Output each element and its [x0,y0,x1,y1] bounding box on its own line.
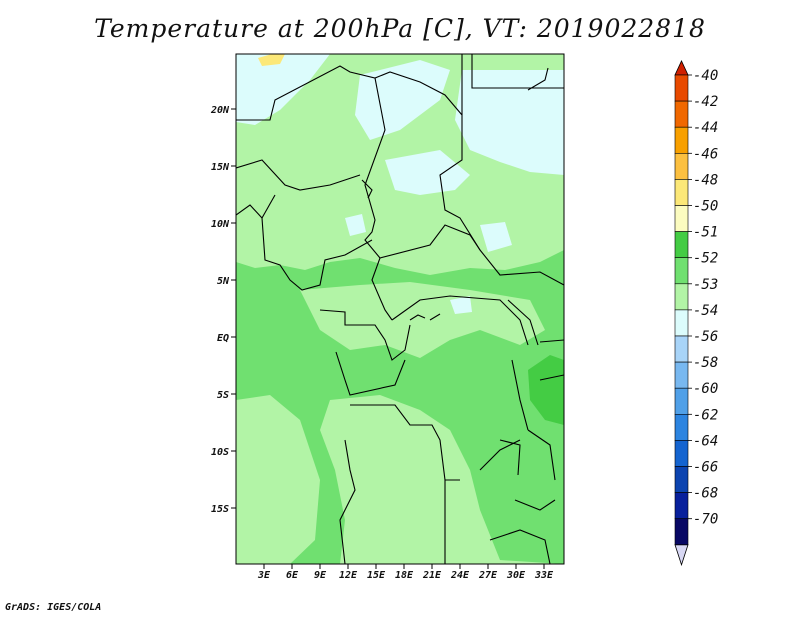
lat-ticks [231,108,236,509]
field-band-56-spot-c [480,222,512,252]
lon-label: 21E [422,570,442,581]
colorbar-label: -50 [693,199,718,215]
colorbar-swatch [674,179,689,206]
map-frame [235,53,565,565]
colorbar-label: -64 [693,433,718,449]
colorbar-swatch [674,153,689,180]
colorbar-label: -62 [693,407,718,423]
lat-label: 5N [217,276,230,287]
colorbar-swatch [674,518,689,546]
lon-label: 27E [478,570,498,581]
colorbar-label: -44 [693,120,718,136]
field-band-56-spot-a [345,214,366,236]
lon-label: 3E [257,570,271,581]
colorbar-bottom-arrow [674,544,689,567]
colorbar-swatch [674,492,689,520]
colorbar-swatch [674,440,689,467]
lon-label: 24E [450,570,470,581]
colorbar-swatch [674,413,689,441]
field-band-56-north-strip [355,60,450,140]
field-band-54-central [300,282,545,358]
field-band-56-nw [236,54,330,125]
field-band-56-sahel [385,150,470,195]
chart-title: Temperature at 200hPa [C], VT: 201902281… [94,14,706,43]
lon-ticks [263,564,545,569]
colorbar-swatch [674,74,689,102]
colorbar-label: -52 [693,251,718,267]
colorbar-swatch [674,205,689,232]
field-band-52-east [528,355,564,425]
colorbar: -40 -42 -44 -46 -48 -50 -51 -52 -53 -54 -56 -58 -60 -… [674,60,718,567]
lon-label: 12E [339,570,358,581]
field-band-50-spot [258,54,285,66]
colorbar-label: -58 [693,355,718,371]
field-band-54-coast [236,395,320,564]
colorbar-label: -70 [693,512,718,528]
colorbar-label: -51 [693,225,718,241]
colorbar-label: -60 [693,381,718,397]
lon-label: 30E [506,570,526,581]
lat-tick-labels: 20N 15N 10N 5N EQ 5S 10S 15S [210,105,230,515]
field-band-56-spot-b [450,296,472,314]
lon-label: 6E [286,570,299,581]
lat-label: 15N [211,162,230,173]
colorbar-swatch [674,257,689,285]
country-boundaries [236,54,564,564]
grads-credit: GrADS: IGES/COLA [5,602,102,613]
colorbar-label: -42 [693,94,718,110]
lat-label: 5S [217,390,229,401]
colorbar-label: -66 [693,460,718,476]
lat-label: 10N [211,219,230,230]
lat-label: EQ [217,333,229,344]
colorbar-label: -54 [693,303,718,319]
lon-label: 15E [367,570,386,581]
colorbar-label: -40 [693,68,718,84]
colorbar-swatch [674,283,689,311]
colorbar-label: -56 [693,329,718,345]
colorbar-label: -48 [693,172,718,188]
lon-label: 9E [314,570,327,581]
colorbar-swatch [674,126,689,154]
colorbar-swatch [674,309,689,337]
colorbar-top-arrow [674,60,689,76]
colorbar-label: -46 [693,146,718,162]
colorbar-swatch [674,387,689,415]
colorbar-swatch [674,335,689,363]
colorbar-swatch [674,231,689,259]
colorbar-label: -68 [693,486,718,502]
colorbar-swatch [674,361,689,389]
lon-label: 18E [395,570,414,581]
colorbar-swatch [674,466,689,493]
colorbar-swatch [674,100,689,128]
field-band-56-ne [455,70,564,175]
field-band-54-south [320,395,564,564]
lon-tick-labels: 3E 6E 9E 12E 15E 18E 21E 24E 27E 30E 33E [257,570,554,581]
colorbar-label: -53 [693,277,718,293]
lat-label: 10S [211,447,229,458]
lon-label: 33E [534,570,554,581]
lat-label: 20N [210,105,230,116]
map-panel: 20N 15N 10N 5N EQ 5S 10S 15S 3E 6E 9E 12… [210,53,565,581]
lat-label: 15S [211,504,229,515]
